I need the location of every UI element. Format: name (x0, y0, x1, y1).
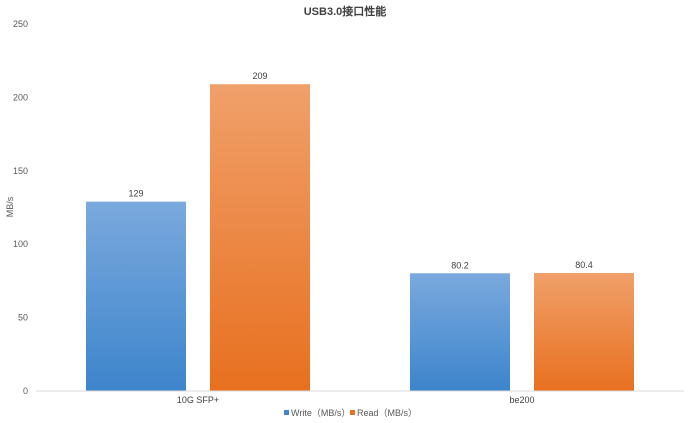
x-category-label: 10G SFP+ (177, 395, 219, 405)
y-tick-label: 200 (13, 92, 28, 102)
data-label-read-1: 80.4 (575, 260, 593, 270)
bar-read-0 (210, 84, 310, 392)
data-label-write-0: 129 (128, 189, 143, 199)
data-labels-group: 129 209 80.2 80.4 (128, 71, 592, 270)
y-axis-ticks: 0 50 100 150 200 250 (13, 19, 28, 396)
data-label-read-0: 209 (252, 71, 267, 81)
y-tick-label: 250 (13, 19, 28, 29)
y-tick-label: 0 (23, 386, 28, 396)
legend-label-write: Write（MB/s） (291, 408, 350, 418)
legend-label-read: Read（MB/s） (357, 408, 417, 418)
data-label-write-1: 80.2 (451, 260, 469, 270)
bar-write-0 (86, 201, 186, 391)
chart-title: USB3.0接口性能 (304, 4, 387, 18)
bar-write-1 (410, 273, 510, 391)
legend: Write（MB/s） Read（MB/s） (284, 408, 417, 418)
y-tick-label: 100 (13, 239, 28, 249)
legend-swatch-write (284, 410, 289, 415)
y-tick-label: 50 (18, 313, 28, 323)
bar-read-1 (534, 272, 634, 391)
bars-group (86, 84, 634, 392)
legend-swatch-read (350, 410, 355, 415)
y-axis-label: MB/s (5, 196, 15, 217)
x-axis-categories: 10G SFP+ be200 (177, 395, 535, 405)
x-category-label: be200 (509, 395, 534, 405)
y-tick-label: 150 (13, 166, 28, 176)
